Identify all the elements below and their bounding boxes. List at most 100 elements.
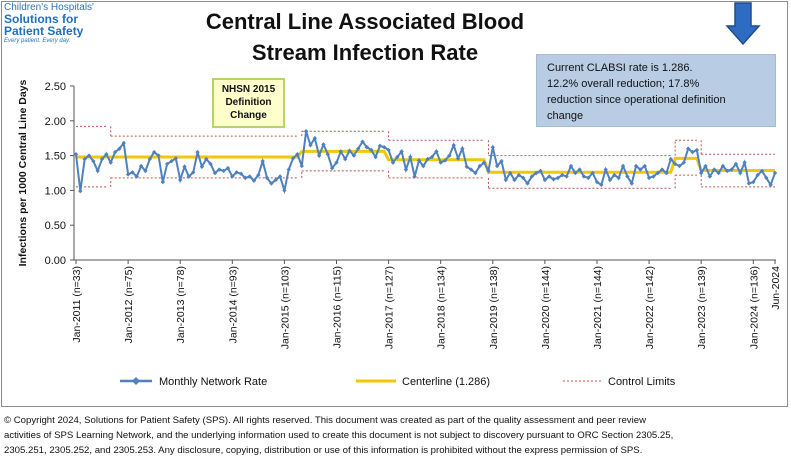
data-point bbox=[360, 139, 365, 144]
data-point bbox=[212, 170, 218, 176]
down-arrow-icon bbox=[725, 2, 761, 46]
data-point bbox=[538, 168, 543, 174]
data-point bbox=[395, 154, 400, 160]
x-tick-label: Jan-2014 (n=93) bbox=[227, 266, 239, 343]
data-point bbox=[486, 168, 491, 174]
data-point bbox=[78, 188, 83, 194]
data-point bbox=[698, 170, 704, 176]
data-point bbox=[95, 168, 100, 174]
data-point bbox=[334, 160, 339, 165]
data-point bbox=[560, 172, 565, 178]
data-point bbox=[447, 153, 452, 158]
y-tick-label: 1.00 bbox=[45, 185, 66, 197]
data-point bbox=[490, 145, 495, 150]
chart-title: Central Line Associated Blood Stream Inf… bbox=[170, 6, 560, 68]
data-point bbox=[147, 156, 153, 162]
callout-line-3: Change bbox=[230, 110, 267, 121]
data-point bbox=[481, 160, 487, 165]
data-point bbox=[464, 164, 469, 169]
data-point bbox=[564, 174, 569, 179]
copyright-line-2: activities of SPS Learning Network, and … bbox=[4, 430, 674, 441]
data-point bbox=[173, 156, 179, 161]
data-point bbox=[442, 158, 448, 163]
data-point bbox=[217, 167, 222, 172]
data-point bbox=[204, 156, 209, 162]
data-point bbox=[308, 142, 313, 148]
data-point bbox=[638, 167, 643, 172]
x-tick-label: Jan-2011 (n=33) bbox=[71, 266, 83, 343]
data-point bbox=[347, 148, 352, 153]
data-point bbox=[356, 146, 361, 151]
data-point bbox=[473, 170, 478, 176]
data-point bbox=[542, 177, 548, 183]
data-point bbox=[386, 147, 391, 153]
data-point bbox=[277, 174, 283, 179]
data-point bbox=[251, 178, 257, 183]
x-tick-label: Jan-2023 (n=139) bbox=[696, 266, 708, 349]
data-point bbox=[664, 170, 669, 176]
data-point bbox=[112, 149, 118, 155]
data-point bbox=[529, 174, 535, 179]
data-point bbox=[460, 146, 465, 151]
data-point bbox=[264, 175, 270, 181]
chart-title-line-2: Stream Infection Rate bbox=[251, 40, 479, 65]
data-point bbox=[138, 163, 144, 169]
data-point bbox=[425, 156, 430, 162]
data-point bbox=[125, 172, 131, 177]
data-point bbox=[399, 149, 404, 154]
data-point bbox=[568, 163, 574, 169]
data-point bbox=[182, 164, 187, 169]
data-point bbox=[642, 163, 647, 169]
data-point bbox=[434, 149, 439, 154]
data-point bbox=[703, 163, 708, 169]
data-point bbox=[130, 170, 135, 175]
data-point bbox=[230, 174, 235, 179]
data-point bbox=[108, 160, 113, 165]
data-point bbox=[342, 156, 348, 162]
data-point bbox=[329, 165, 335, 171]
data-point bbox=[503, 177, 509, 183]
data-point bbox=[390, 160, 396, 165]
data-point bbox=[195, 149, 200, 155]
data-point bbox=[243, 175, 248, 181]
data-point bbox=[312, 136, 317, 141]
summary-note: Current CLABSI rate is 1.286. 12.2% over… bbox=[536, 54, 776, 127]
data-point bbox=[117, 146, 122, 151]
data-point bbox=[603, 167, 608, 172]
data-point bbox=[520, 175, 526, 181]
data-point bbox=[468, 167, 474, 172]
logo-tagline: Every patient. Every day. bbox=[4, 38, 71, 44]
data-point bbox=[729, 167, 734, 172]
data-point bbox=[199, 164, 205, 169]
data-point bbox=[377, 143, 383, 149]
y-tick-label: 2.00 bbox=[45, 116, 66, 128]
x-tick-label: Jun-2024 bbox=[770, 266, 782, 310]
data-point bbox=[594, 179, 600, 185]
data-point bbox=[512, 177, 517, 183]
chart-svg: Infections per 1000 Central Line Days 0.… bbox=[17, 79, 782, 388]
data-point bbox=[225, 165, 231, 171]
data-point bbox=[351, 153, 357, 158]
note-line-1: Current CLABSI rate is 1.286. bbox=[547, 62, 693, 74]
data-point bbox=[438, 160, 443, 165]
x-tick-label: Jan-2022 (n=142) bbox=[644, 266, 656, 349]
data-point bbox=[221, 168, 226, 174]
copyright-notice: © Copyright 2024, Solutions for Patient … bbox=[4, 413, 788, 458]
copyright-line-3: 2305.251, 2305.252, and 2305.253. Any di… bbox=[4, 445, 643, 456]
data-point bbox=[364, 145, 370, 150]
x-tick-label: Jan-2020 (n=144) bbox=[540, 266, 552, 349]
data-point bbox=[299, 163, 304, 169]
data-point bbox=[772, 170, 778, 176]
chart-title-line-1: Central Line Associated Blood bbox=[205, 9, 525, 34]
data-point bbox=[403, 167, 409, 172]
data-point bbox=[586, 175, 591, 181]
data-point bbox=[516, 172, 522, 178]
data-point bbox=[633, 163, 639, 169]
data-point bbox=[685, 146, 691, 151]
data-point bbox=[677, 163, 682, 169]
y-tick-label: 0.50 bbox=[45, 220, 66, 232]
data-point bbox=[659, 167, 665, 172]
data-point bbox=[616, 175, 621, 181]
data-point bbox=[712, 167, 717, 172]
legend-centerline-label: Centerline (1.286) bbox=[402, 376, 490, 388]
